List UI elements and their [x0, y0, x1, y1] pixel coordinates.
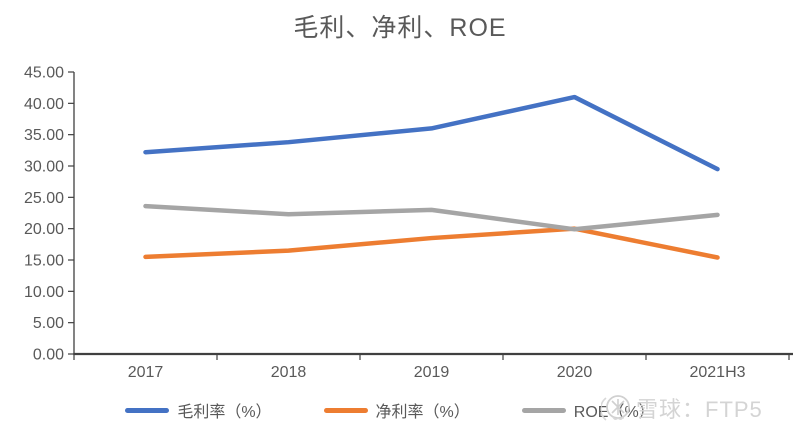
y-tick-label: 40.00 — [24, 96, 64, 113]
legend-item-roe: ROE（%） — [521, 398, 655, 422]
legend-item-net-margin: 净利率（%） — [323, 398, 470, 422]
y-tick-label: 25.00 — [24, 190, 64, 207]
legend: 毛利率（%） 净利率（%） ROE（%） — [0, 398, 780, 422]
y-tick-label: 45.00 — [24, 65, 64, 82]
y-tick-label: 35.00 — [24, 127, 64, 144]
y-tick-label: 20.00 — [24, 221, 64, 238]
x-tick-label: 2021H3 — [689, 364, 745, 381]
x-tick-label: 2019 — [414, 364, 450, 381]
legend-item-gross-margin: 毛利率（%） — [125, 398, 272, 422]
chart-title: 毛利、净利、ROE — [293, 14, 507, 42]
x-tick-label: 2018 — [271, 364, 307, 381]
y-tick-label: 10.00 — [24, 284, 64, 301]
y-tick-label: 15.00 — [24, 253, 64, 270]
legend-label-gross-margin: 毛利率（%） — [177, 404, 272, 421]
series-line — [143, 226, 720, 260]
series-line — [143, 94, 720, 172]
y-tick-label: 30.00 — [24, 159, 64, 176]
y-tick-label: 0.00 — [33, 347, 64, 364]
series-line — [143, 203, 720, 232]
legend-label-roe: ROE（%） — [573, 404, 655, 421]
x-tick-label: 2017 — [128, 364, 164, 381]
y-tick-label: 5.00 — [33, 315, 64, 332]
x-tick-label: 2020 — [557, 364, 593, 381]
legend-label-net-margin: 净利率（%） — [375, 404, 470, 421]
legend-swatch-roe — [521, 407, 566, 413]
legend-swatch-gross-margin — [125, 407, 170, 413]
legend-swatch-net-margin — [323, 407, 368, 413]
